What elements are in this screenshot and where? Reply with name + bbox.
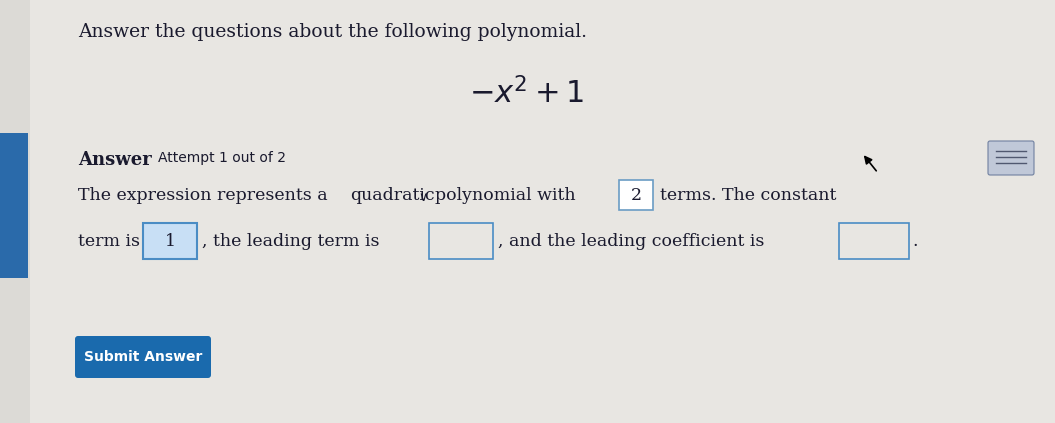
Text: Attempt 1 out of 2: Attempt 1 out of 2 [158, 151, 286, 165]
Text: term is: term is [78, 233, 140, 250]
FancyBboxPatch shape [30, 0, 1055, 423]
Text: 2: 2 [631, 187, 641, 203]
Text: 1: 1 [165, 233, 175, 250]
Text: Answer the questions about the following polynomial.: Answer the questions about the following… [78, 23, 587, 41]
FancyBboxPatch shape [839, 223, 909, 259]
Text: Answer: Answer [78, 151, 152, 169]
FancyBboxPatch shape [143, 223, 197, 259]
FancyBboxPatch shape [987, 141, 1034, 175]
Text: $-x^2+1$: $-x^2+1$ [469, 78, 584, 110]
Text: Submit Answer: Submit Answer [83, 350, 203, 364]
Text: The expression represents a: The expression represents a [78, 187, 328, 203]
Text: terms. The constant: terms. The constant [660, 187, 837, 203]
Text: ∨: ∨ [418, 190, 427, 203]
Text: , the leading term is: , the leading term is [202, 233, 380, 250]
FancyBboxPatch shape [619, 180, 653, 210]
FancyBboxPatch shape [75, 336, 211, 378]
Text: polynomial with: polynomial with [435, 187, 576, 203]
Text: quadratic: quadratic [350, 187, 435, 203]
Text: .: . [912, 233, 918, 250]
FancyBboxPatch shape [429, 223, 493, 259]
Text: , and the leading coefficient is: , and the leading coefficient is [498, 233, 765, 250]
FancyBboxPatch shape [0, 133, 28, 278]
